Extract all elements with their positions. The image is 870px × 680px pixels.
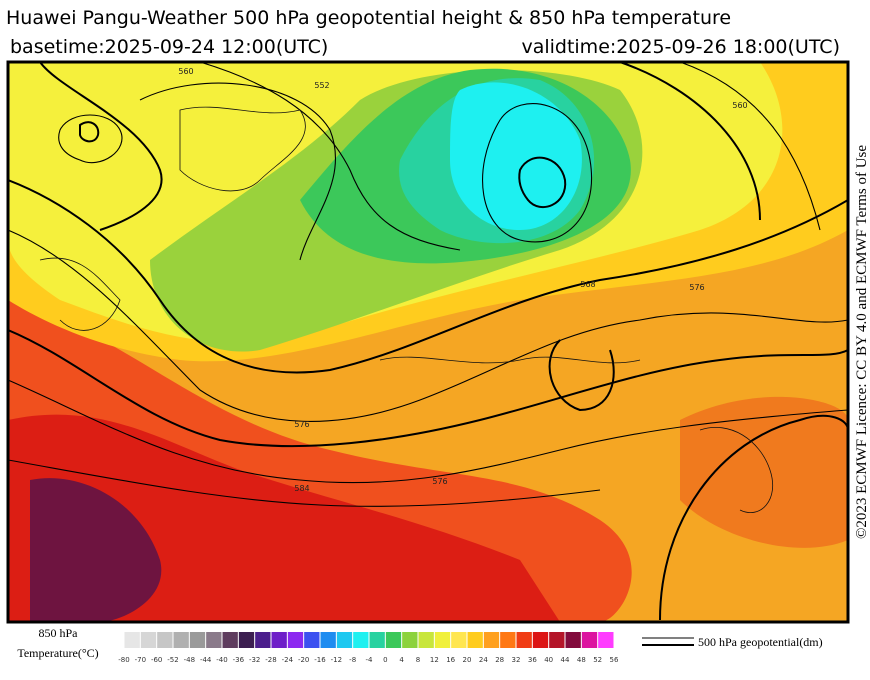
map-frame <box>6 60 850 624</box>
colorbar-tick-label: 8 <box>416 656 420 664</box>
colorbar-tick-label: 36 <box>528 656 537 664</box>
colorbar-tick-label: -60 <box>151 656 162 664</box>
colorbar-tick-label: 48 <box>577 656 586 664</box>
validtime: validtime:2025-09-26 18:00(UTC) <box>521 36 840 58</box>
colorbar-tick-label: -36 <box>233 656 245 664</box>
colorbar-tick-label: 20 <box>463 656 472 664</box>
colorbar-box <box>206 632 222 648</box>
colorbar-box <box>402 632 418 648</box>
colorbar-box <box>238 632 255 648</box>
colorbar-box <box>124 632 140 648</box>
colorbar-box <box>320 632 336 648</box>
title: Huawei Pangu-Weather 500 hPa geopotentia… <box>6 7 731 29</box>
colorbar-tick-label: -16 <box>314 656 326 664</box>
contour-label: 584 <box>294 484 309 493</box>
map <box>8 62 848 622</box>
colorbar-box <box>157 632 173 648</box>
colorbar-tick-label: -12 <box>331 656 342 664</box>
colorbar-box <box>271 632 287 648</box>
colorbar-tick-label: -32 <box>249 656 260 664</box>
colorbar-box <box>255 632 271 648</box>
credit: ©2023 ECMWF Licence: CC BY 4.0 and ECMWF… <box>854 145 870 539</box>
colorbar-box <box>516 632 532 648</box>
legend-label: 850 hPa <box>39 626 79 640</box>
colorbar-tick-label: 56 <box>610 656 619 664</box>
colorbar-tick-label: 32 <box>512 656 521 664</box>
colorbar-tick-label: -48 <box>184 656 195 664</box>
colorbar-box <box>434 632 451 648</box>
colorbar-tick-label: 40 <box>544 656 553 664</box>
colorbar-box <box>222 632 238 648</box>
colorbar-tick-label: 52 <box>593 656 602 664</box>
colorbar-tick-label: -80 <box>118 656 129 664</box>
colorbar-box <box>287 632 304 648</box>
colorbar-box <box>418 632 434 648</box>
colorbar-tick-label: 0 <box>383 656 387 664</box>
colorbar-tick-label: 24 <box>479 656 488 664</box>
colorbar-box <box>336 632 353 648</box>
contour-label: 552 <box>314 81 329 90</box>
contour-label: 560 <box>732 101 747 110</box>
contour-label: 576 <box>432 477 447 486</box>
colorbar-tick-label: 44 <box>561 656 570 664</box>
colorbar-tick-label: -70 <box>135 656 146 664</box>
colorbar-box <box>581 632 598 648</box>
colorbar-box <box>598 632 614 648</box>
colorbar-box <box>549 632 565 648</box>
colorbar-box <box>369 632 385 648</box>
colorbar-tick-label: -24 <box>282 656 294 664</box>
colorbar-tick-label: 12 <box>430 656 439 664</box>
colorbar-tick-label: 16 <box>446 656 455 664</box>
colorbar-box <box>532 632 549 648</box>
colorbar-box <box>189 632 206 648</box>
colorbar-box <box>451 632 467 648</box>
basetime: basetime:2025-09-24 12:00(UTC) <box>10 36 328 58</box>
colorbar-tick-label: -8 <box>349 656 356 664</box>
colorbar-box <box>173 632 189 648</box>
colorbar-tick-label: -28 <box>265 656 276 664</box>
colorbar-box <box>385 632 402 648</box>
colorbar-tick-label: -40 <box>216 656 227 664</box>
legend-label: Temperature(°C) <box>17 646 98 660</box>
colorbar-box <box>140 632 157 648</box>
contour-label: 576 <box>689 283 704 292</box>
contour-legend-label: 500 hPa geopotential(dm) <box>698 635 823 649</box>
colorbar-box <box>500 632 516 648</box>
colorbar-tick-label: -4 <box>366 656 374 664</box>
colorbar-tick-label: -52 <box>167 656 178 664</box>
colorbar-box <box>467 632 483 648</box>
colorbar-tick-label: 28 <box>495 656 504 664</box>
colorbar-box <box>565 632 581 648</box>
contour-label: 568 <box>580 280 595 289</box>
contour-label: 576 <box>294 420 309 429</box>
colorbar-tick-label: 4 <box>399 656 404 664</box>
colorbar-tick-label: -20 <box>298 656 309 664</box>
colorbar-box <box>353 632 369 648</box>
colorbar-tick-label: -44 <box>200 656 212 664</box>
colorbar-box <box>304 632 320 648</box>
contour-label: 560 <box>178 67 193 76</box>
colorbar-box <box>483 632 500 648</box>
